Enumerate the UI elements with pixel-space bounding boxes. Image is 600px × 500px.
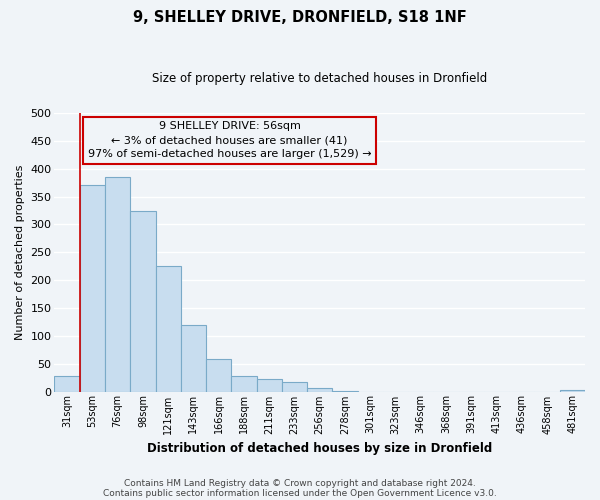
- Bar: [282, 382, 307, 392]
- Text: 9, SHELLEY DRIVE, DRONFIELD, S18 1NF: 9, SHELLEY DRIVE, DRONFIELD, S18 1NF: [133, 10, 467, 25]
- Y-axis label: Number of detached properties: Number of detached properties: [15, 164, 25, 340]
- Bar: [181, 324, 206, 392]
- Bar: [232, 376, 257, 392]
- Bar: [307, 388, 332, 392]
- Bar: [55, 376, 80, 392]
- Bar: [80, 186, 105, 392]
- Bar: [560, 390, 585, 392]
- Bar: [105, 177, 130, 392]
- Text: Contains HM Land Registry data © Crown copyright and database right 2024.: Contains HM Land Registry data © Crown c…: [124, 478, 476, 488]
- Bar: [257, 378, 282, 392]
- Bar: [130, 210, 155, 392]
- Bar: [155, 266, 181, 392]
- Title: Size of property relative to detached houses in Dronfield: Size of property relative to detached ho…: [152, 72, 487, 86]
- Bar: [332, 391, 358, 392]
- Bar: [206, 359, 232, 392]
- Text: Contains public sector information licensed under the Open Government Licence v3: Contains public sector information licen…: [103, 488, 497, 498]
- Text: 9 SHELLEY DRIVE: 56sqm
← 3% of detached houses are smaller (41)
97% of semi-deta: 9 SHELLEY DRIVE: 56sqm ← 3% of detached …: [88, 122, 371, 160]
- X-axis label: Distribution of detached houses by size in Dronfield: Distribution of detached houses by size …: [147, 442, 493, 455]
